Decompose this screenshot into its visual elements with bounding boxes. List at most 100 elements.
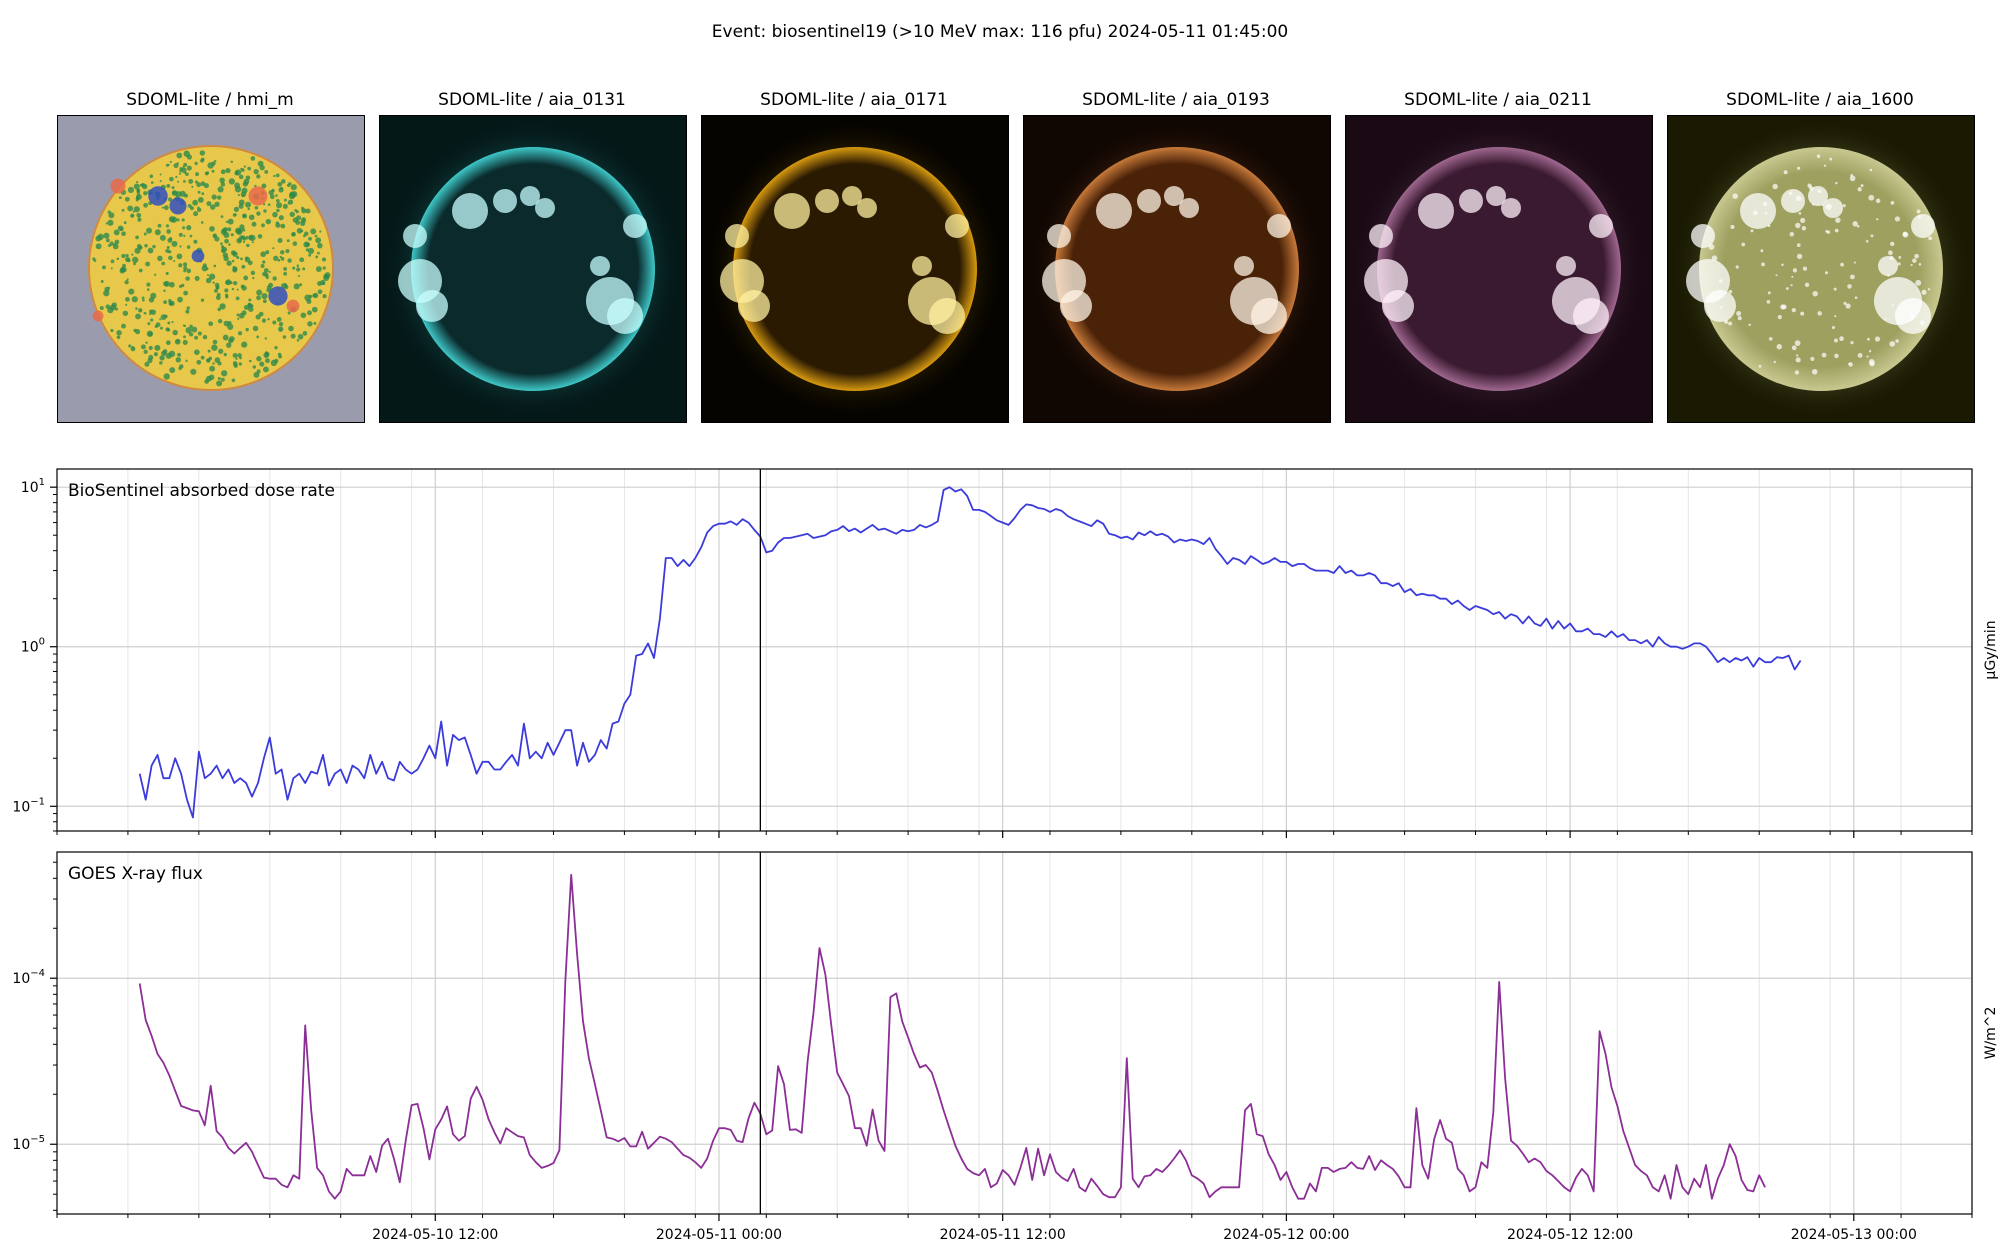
magnetogram-speck bbox=[150, 318, 154, 322]
magnetogram-speck bbox=[214, 282, 220, 288]
magnetogram-speck bbox=[233, 206, 240, 212]
active-region bbox=[268, 286, 288, 306]
magnetogram-speck bbox=[124, 196, 130, 202]
magnetogram-speck bbox=[297, 275, 300, 278]
chart-panel-1: 10−1 100 101 BioSentinel absorbed dose rate… bbox=[12, 468, 1999, 838]
magnetogram-speck bbox=[319, 230, 322, 233]
image-title: SDOML-lite / aia_0131 bbox=[438, 90, 626, 110]
magnetogram-speck bbox=[258, 311, 264, 317]
magnetogram-speck bbox=[214, 236, 220, 242]
bright-region bbox=[590, 256, 610, 276]
chromosphere-speck bbox=[1772, 183, 1778, 190]
magnetogram-speck bbox=[243, 165, 246, 168]
magnetogram-speck bbox=[308, 236, 312, 241]
magnetogram-speck bbox=[197, 331, 202, 336]
magnetogram-speck bbox=[227, 227, 232, 232]
magnetogram-speck bbox=[207, 349, 211, 353]
magnetogram-speck bbox=[186, 306, 190, 310]
chromosphere-speck bbox=[1847, 284, 1852, 289]
magnetogram-speck bbox=[223, 255, 229, 262]
magnetogram-speck bbox=[137, 194, 140, 197]
chromosphere-speck bbox=[1854, 296, 1858, 300]
magnetogram-speck bbox=[190, 368, 197, 375]
chromosphere-speck bbox=[1889, 341, 1896, 347]
magnetogram-speck bbox=[224, 238, 229, 244]
magnetogram-speck bbox=[299, 283, 303, 287]
magnetogram-speck bbox=[141, 183, 148, 190]
magnetogram-speck bbox=[304, 294, 311, 301]
magnetogram-speck bbox=[322, 294, 327, 299]
chromosphere-speck bbox=[1795, 357, 1801, 363]
magnetogram-speck bbox=[148, 345, 153, 351]
magnetogram-speck bbox=[237, 194, 240, 197]
chromosphere-speck bbox=[1796, 354, 1799, 357]
magnetogram-speck bbox=[147, 322, 151, 326]
magnetogram-speck bbox=[220, 169, 226, 175]
magnetogram-speck bbox=[217, 307, 221, 312]
chromosphere-speck bbox=[1794, 340, 1801, 346]
magnetogram-speck bbox=[103, 232, 110, 239]
magnetogram-speck bbox=[232, 361, 238, 366]
chromosphere-speck bbox=[1812, 203, 1815, 206]
magnetogram-speck bbox=[92, 257, 96, 261]
magnetogram-speck bbox=[228, 178, 236, 185]
magnetogram-speck bbox=[154, 273, 157, 276]
x-tick-label: 2024-05-11 12:00 bbox=[940, 1227, 1066, 1243]
magnetogram-speck bbox=[202, 263, 207, 268]
magnetogram-speck bbox=[280, 223, 286, 229]
chromosphere-speck bbox=[1796, 243, 1801, 247]
magnetogram-speck bbox=[243, 275, 249, 281]
magnetogram-speck bbox=[176, 253, 183, 260]
chromosphere-speck bbox=[1781, 263, 1784, 266]
magnetogram-speck bbox=[196, 207, 202, 212]
magnetogram-speck bbox=[204, 171, 209, 176]
magnetogram-speck bbox=[313, 321, 317, 325]
y-tick-label: 10−5 bbox=[12, 1134, 45, 1153]
magnetogram-speck bbox=[107, 286, 110, 289]
magnetogram-speck bbox=[150, 181, 154, 184]
magnetogram-speck bbox=[207, 162, 214, 169]
magnetogram-speck bbox=[159, 180, 162, 183]
magnetogram-speck bbox=[235, 227, 242, 234]
chromosphere-speck bbox=[1824, 271, 1829, 275]
bright-region bbox=[1251, 298, 1287, 334]
bright-region bbox=[520, 186, 540, 206]
magnetogram-speck bbox=[188, 178, 194, 184]
magnetogram-speck bbox=[196, 182, 202, 188]
magnetogram-speck bbox=[256, 211, 261, 216]
magnetogram-speck bbox=[294, 209, 297, 212]
magnetogram-speck bbox=[161, 261, 166, 266]
magnetogram-speck bbox=[217, 318, 223, 324]
magnetogram-speck bbox=[265, 218, 272, 225]
magnetogram-speck bbox=[162, 349, 168, 354]
chromosphere-speck bbox=[1730, 224, 1735, 230]
chromosphere-speck bbox=[1876, 218, 1879, 221]
magnetogram-speck bbox=[239, 224, 245, 230]
chromosphere-speck bbox=[1867, 337, 1870, 341]
magnetogram-speck bbox=[154, 229, 161, 236]
magnetogram-speck bbox=[260, 251, 267, 258]
magnetogram-speck bbox=[187, 204, 192, 208]
bright-region bbox=[815, 189, 839, 213]
magnetogram-speck bbox=[143, 349, 148, 354]
magnetogram-speck bbox=[169, 367, 176, 374]
magnetogram-speck bbox=[173, 259, 176, 263]
magnetogram-speck bbox=[251, 221, 257, 227]
magnetogram-speck bbox=[252, 276, 255, 280]
magnetogram-speck bbox=[288, 325, 294, 332]
chromosphere-speck bbox=[1767, 291, 1771, 295]
chromosphere-speck bbox=[1852, 221, 1858, 227]
magnetogram-speck bbox=[170, 216, 178, 223]
magnetogram-speck bbox=[208, 273, 216, 280]
y-tick-label: 101 bbox=[21, 477, 45, 496]
x-tick-label: 2024-05-11 00:00 bbox=[656, 1227, 782, 1243]
magnetogram-speck bbox=[95, 243, 102, 250]
chromosphere-speck bbox=[1800, 217, 1806, 223]
magnetogram-speck bbox=[171, 240, 178, 247]
magnetogram-speck bbox=[118, 196, 122, 200]
magnetogram-speck bbox=[130, 346, 136, 352]
magnetogram-speck bbox=[208, 321, 214, 327]
magnetogram-speck bbox=[223, 232, 230, 238]
magnetogram-speck bbox=[220, 248, 226, 254]
magnetogram-speck bbox=[280, 257, 285, 261]
